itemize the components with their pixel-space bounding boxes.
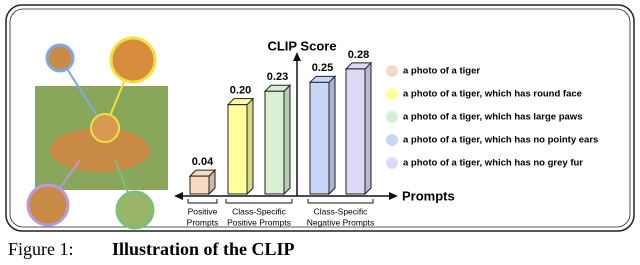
bar — [345, 68, 366, 195]
value-label: 0.23 — [267, 71, 288, 83]
frame — [5, 4, 635, 232]
legend-swatch — [386, 65, 398, 77]
bar-side — [328, 75, 336, 196]
group-label: Class-Specific — [232, 206, 287, 216]
legend-label: a photo of a tiger, which has no grey fu… — [403, 158, 583, 169]
legend-swatch — [386, 111, 398, 123]
value-label: 0.04 — [192, 156, 214, 168]
group-label: Prompts — [187, 217, 219, 227]
legend-label: a photo of a tiger — [403, 66, 480, 77]
legend-label: a photo of a tiger, which has large paws — [403, 112, 582, 123]
zoom-circle — [26, 183, 70, 227]
caption-label: Figure 1: — [8, 239, 74, 259]
group-bracket — [187, 199, 218, 204]
tiger-illustration — [26, 36, 168, 230]
x-axis-label: Prompts — [402, 188, 455, 203]
group-label: Negative Prompts — [307, 217, 375, 227]
legend-swatch — [386, 134, 398, 146]
bar — [227, 104, 248, 195]
value-label: 0.20 — [230, 85, 251, 97]
arrow-head — [174, 192, 183, 200]
group-bracket — [225, 199, 293, 204]
bar-side — [364, 61, 372, 196]
legend-label: a photo of a tiger, which has no pointy … — [403, 135, 598, 146]
legend-swatch — [386, 157, 398, 169]
arrow-head — [389, 192, 398, 200]
bar-side — [283, 84, 291, 196]
bar-side — [246, 97, 254, 196]
y-axis-label: CLIP Score — [267, 38, 336, 53]
caption-text: Illustration of the CLIP — [112, 239, 295, 259]
zoom-circle — [45, 43, 75, 73]
legend-swatch — [386, 88, 398, 100]
tiger-body — [50, 128, 150, 172]
zoom-circle — [115, 190, 155, 230]
legend-label: a photo of a tiger, which has round face — [403, 89, 582, 100]
frame-inner — [9, 8, 631, 228]
zoom-circle — [109, 36, 157, 84]
group-label: Positive — [188, 206, 218, 216]
value-label: 0.28 — [348, 49, 369, 61]
bar — [189, 175, 210, 195]
arrow-head — [293, 52, 301, 61]
zoom-circle — [90, 113, 120, 143]
group-label: Positive Prompts — [227, 217, 291, 227]
bar — [264, 90, 285, 195]
group-label: Class-Specific — [314, 206, 369, 216]
value-label: 0.25 — [312, 62, 333, 74]
group-bracket — [307, 199, 374, 204]
bar — [309, 81, 330, 195]
